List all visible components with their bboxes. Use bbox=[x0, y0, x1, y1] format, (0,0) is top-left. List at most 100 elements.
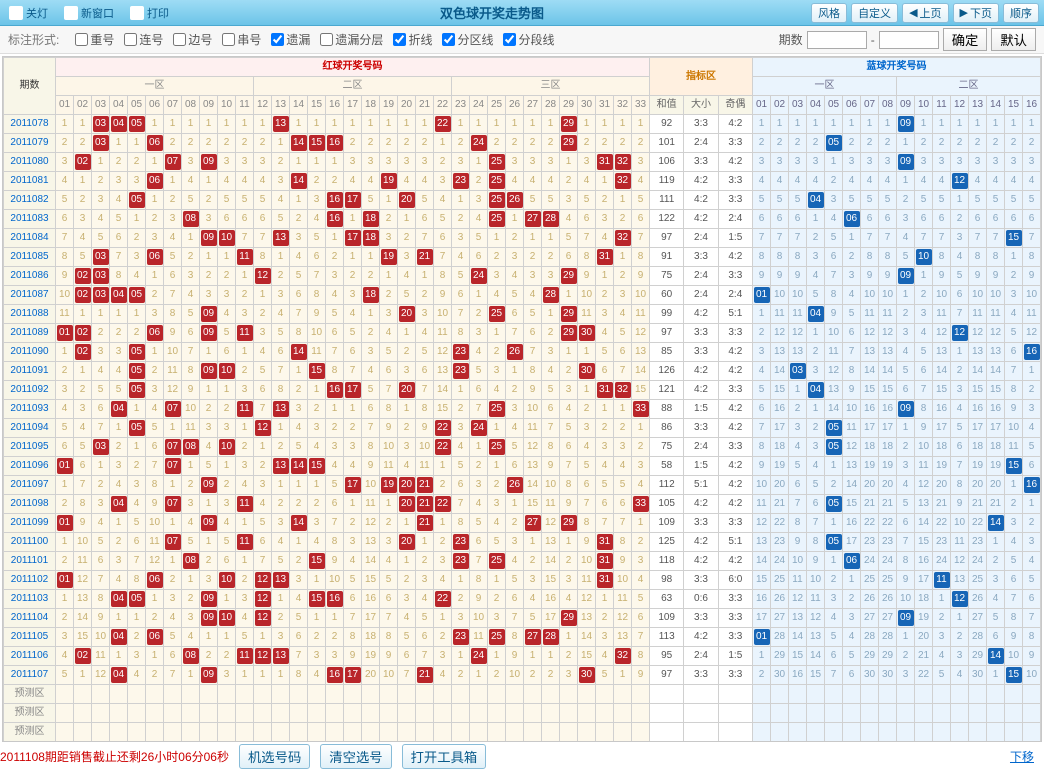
period-cell[interactable]: 2011084 bbox=[4, 229, 56, 248]
checkbox-icon[interactable] bbox=[503, 33, 516, 46]
checkbox-icon[interactable] bbox=[271, 33, 284, 46]
checkbox-icon[interactable] bbox=[222, 33, 235, 46]
period-cell[interactable]: 2011082 bbox=[4, 191, 56, 210]
period-cell[interactable]: 2011090 bbox=[4, 343, 56, 362]
period-cell[interactable]: 2011079 bbox=[4, 134, 56, 153]
period-cell[interactable]: 2011092 bbox=[4, 381, 56, 400]
clear-pick-button[interactable]: 清空选号 bbox=[320, 744, 391, 769]
period-cell[interactable]: 2011099 bbox=[4, 514, 56, 533]
option-连号[interactable]: 连号 bbox=[124, 31, 163, 48]
red-ball: 29 bbox=[561, 268, 577, 284]
btn-prev[interactable]: ◀上页 bbox=[902, 3, 948, 23]
option-遗漏[interactable]: 遗漏 bbox=[271, 31, 310, 48]
toolbar-btn-light[interactable]: 关灯 bbox=[5, 3, 52, 23]
options-bar: 标注形式: 重号连号边号串号遗漏遗漏分层折线分区线分段线 期数 - 确定 默认 bbox=[0, 26, 1044, 54]
period-cell[interactable]: 2011080 bbox=[4, 153, 56, 172]
checkbox-icon[interactable] bbox=[393, 33, 406, 46]
option-折线[interactable]: 折线 bbox=[393, 31, 432, 48]
btn-order[interactable]: 顺序 bbox=[1003, 3, 1039, 23]
red-ball: 29 bbox=[561, 610, 577, 626]
period-cell[interactable]: 2011086 bbox=[4, 267, 56, 286]
blue-ball: 14 bbox=[988, 648, 1004, 664]
red-ball: 23 bbox=[453, 363, 469, 379]
toolbar-label: 打印 bbox=[147, 5, 169, 21]
bottom-bar: 2011108期距销售截止还剩26小时06分06秒 机选号码 清空选号 打开工具… bbox=[0, 744, 1044, 768]
checkbox-icon[interactable] bbox=[75, 33, 88, 46]
period-cell[interactable]: 2011087 bbox=[4, 286, 56, 305]
red-ball: 32 bbox=[615, 154, 631, 170]
red-ball: 24 bbox=[471, 135, 487, 151]
period-cell[interactable]: 2011106 bbox=[4, 647, 56, 666]
red-ball: 25 bbox=[489, 211, 505, 227]
red-ball: 24 bbox=[471, 420, 487, 436]
table-row: 2011102011274806213102121331105155234181… bbox=[4, 571, 1041, 590]
red-ball: 01 bbox=[57, 458, 73, 474]
checkbox-icon[interactable] bbox=[124, 33, 137, 46]
option-分区线[interactable]: 分区线 bbox=[442, 31, 493, 48]
period-cell[interactable]: 2011089 bbox=[4, 324, 56, 343]
red-ball: 30 bbox=[579, 325, 595, 341]
blue-ball: 15 bbox=[1006, 458, 1022, 474]
period-cell[interactable]: 2011097 bbox=[4, 476, 56, 495]
toolbar-btn-newwin[interactable]: 新窗口 bbox=[60, 3, 118, 23]
period-cell[interactable]: 2011107 bbox=[4, 666, 56, 685]
scroll-down-link[interactable]: 下移 bbox=[1010, 748, 1034, 765]
random-pick-button[interactable]: 机选号码 bbox=[239, 744, 310, 769]
period-cell[interactable]: 2011085 bbox=[4, 248, 56, 267]
confirm-button[interactable]: 确定 bbox=[943, 28, 988, 51]
period-cell[interactable]: 2011093 bbox=[4, 400, 56, 419]
period-cell[interactable]: 2011102 bbox=[4, 571, 56, 590]
period-cell[interactable]: 2011091 bbox=[4, 362, 56, 381]
checkbox-icon[interactable] bbox=[320, 33, 333, 46]
period-cell[interactable]: 2011103 bbox=[4, 590, 56, 609]
red-ball: 06 bbox=[147, 173, 163, 189]
red-ball: 02 bbox=[75, 325, 91, 341]
blue-ball: 06 bbox=[844, 211, 860, 227]
period-to-input[interactable] bbox=[879, 31, 939, 49]
period-cell[interactable]: 2011100 bbox=[4, 533, 56, 552]
option-遗漏分层[interactable]: 遗漏分层 bbox=[320, 31, 383, 48]
red-ball: 11 bbox=[237, 648, 253, 664]
period-cell[interactable]: 2011088 bbox=[4, 305, 56, 324]
period-cell[interactable]: 2011083 bbox=[4, 210, 56, 229]
table-row: 2011089010222206960951135810652414118317… bbox=[4, 324, 1041, 343]
toolbar-btn-print[interactable]: 打印 bbox=[126, 3, 173, 23]
btn-next[interactable]: ▶下页 bbox=[953, 3, 999, 23]
red-ball: 07 bbox=[165, 439, 181, 455]
period-from-input[interactable] bbox=[807, 31, 867, 49]
period-cell[interactable]: 2011078 bbox=[4, 115, 56, 134]
period-cell[interactable]: 2011105 bbox=[4, 628, 56, 647]
table-row: 2011085850373065211118146211193217462322… bbox=[4, 248, 1041, 267]
red-ball: 23 bbox=[453, 629, 469, 645]
red-ball: 09 bbox=[201, 515, 217, 531]
option-重号[interactable]: 重号 bbox=[75, 31, 114, 48]
red-ball: 13 bbox=[273, 572, 289, 588]
option-串号[interactable]: 串号 bbox=[222, 31, 261, 48]
option-边号[interactable]: 边号 bbox=[173, 31, 212, 48]
period-cell[interactable]: 2011094 bbox=[4, 419, 56, 438]
table-row: 2011107511204427109311184161720107214212… bbox=[4, 666, 1041, 685]
blue-ball: 09 bbox=[898, 610, 914, 626]
period-cell[interactable]: 2011095 bbox=[4, 438, 56, 457]
period-cell[interactable]: 2011101 bbox=[4, 552, 56, 571]
checkbox-icon[interactable] bbox=[173, 33, 186, 46]
red-ball: 22 bbox=[435, 439, 451, 455]
table-row: 2011106402111316082211121373391996731241… bbox=[4, 647, 1041, 666]
period-cell[interactable]: 2011098 bbox=[4, 495, 56, 514]
hdr-indicator: 指标区 bbox=[650, 58, 753, 96]
btn-custom[interactable]: 自定义 bbox=[851, 3, 898, 23]
period-cell[interactable]: 2011081 bbox=[4, 172, 56, 191]
red-ball: 05 bbox=[129, 382, 145, 398]
red-ball: 04 bbox=[111, 401, 127, 417]
period-cell[interactable]: 2011096 bbox=[4, 457, 56, 476]
btn-style[interactable]: 风格 bbox=[811, 3, 847, 23]
red-ball: 11 bbox=[237, 401, 253, 417]
default-button[interactable]: 默认 bbox=[991, 28, 1036, 51]
toolbox-button[interactable]: 打开工具箱 bbox=[402, 744, 487, 769]
red-ball: 22 bbox=[435, 496, 451, 512]
red-ball: 06 bbox=[147, 572, 163, 588]
checkbox-icon[interactable] bbox=[442, 33, 455, 46]
option-分段线[interactable]: 分段线 bbox=[503, 31, 554, 48]
period-cell[interactable]: 2011104 bbox=[4, 609, 56, 628]
options-checkboxes: 重号连号边号串号遗漏遗漏分层折线分区线分段线 bbox=[75, 31, 554, 48]
